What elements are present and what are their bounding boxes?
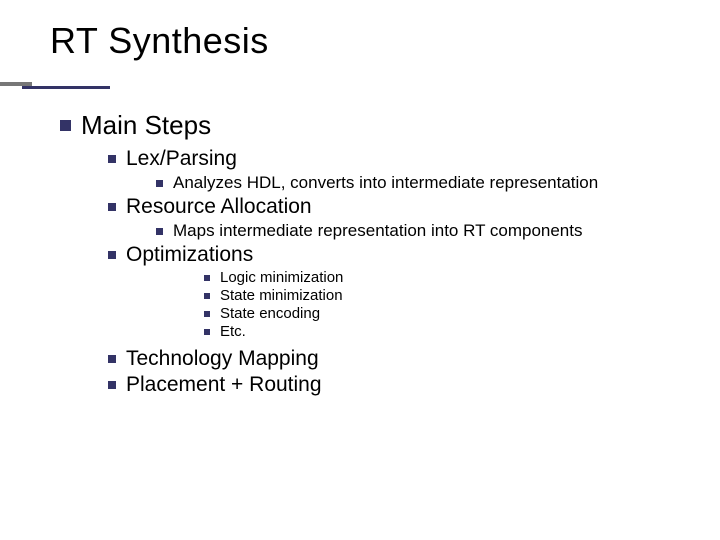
slide-body: Main Steps Lex/Parsing Analyzes HDL, con…: [60, 110, 690, 399]
bullet-lvl3: Maps intermediate representation into RT…: [156, 221, 690, 241]
bullet-square-icon: [204, 293, 210, 299]
bullet-text: State encoding: [220, 305, 320, 322]
bullet-text: Optimizations: [126, 243, 253, 267]
bullet-text: Analyzes HDL, converts into intermediate…: [173, 173, 598, 193]
bullet-text: Technology Mapping: [126, 347, 319, 371]
bullet-square-icon: [108, 251, 116, 259]
bullet-lvl2: Technology Mapping: [108, 347, 690, 371]
bullet-text: State minimization: [220, 287, 343, 304]
bullet-lvl3: Analyzes HDL, converts into intermediate…: [156, 173, 690, 193]
bullet-text: Maps intermediate representation into RT…: [173, 221, 583, 241]
slide-title: RT Synthesis: [50, 20, 720, 62]
bullet-square-icon: [156, 228, 163, 235]
bullet-lvl2: Lex/Parsing: [108, 147, 690, 171]
bullet-lvl2: Placement + Routing: [108, 373, 690, 397]
bullet-lvl2: Optimizations: [108, 243, 690, 267]
bullet-text: Resource Allocation: [126, 195, 312, 219]
bullet-square-icon: [108, 203, 116, 211]
bullet-text: Placement + Routing: [126, 373, 322, 397]
bullet-lvl4: State encoding: [204, 305, 690, 322]
bullet-square-icon: [204, 311, 210, 317]
bullet-text: Etc.: [220, 323, 246, 340]
bullet-square-icon: [108, 381, 116, 389]
bullet-square-icon: [156, 180, 163, 187]
bullet-lvl4: State minimization: [204, 287, 690, 304]
bullet-lvl2: Resource Allocation: [108, 195, 690, 219]
bullet-lvl4: Logic minimization: [204, 269, 690, 286]
bullet-square-icon: [60, 120, 71, 131]
bullet-square-icon: [108, 355, 116, 363]
bullet-text: Main Steps: [81, 110, 211, 141]
bullet-square-icon: [108, 155, 116, 163]
bullet-square-icon: [204, 329, 210, 335]
bullet-lvl4: Etc.: [204, 323, 690, 340]
bullet-text: Lex/Parsing: [126, 147, 237, 171]
title-underline: [0, 78, 720, 90]
bullet-lvl1: Main Steps: [60, 110, 690, 141]
bullet-text: Logic minimization: [220, 269, 343, 286]
bullet-square-icon: [204, 275, 210, 281]
slide-title-region: RT Synthesis: [0, 0, 720, 62]
